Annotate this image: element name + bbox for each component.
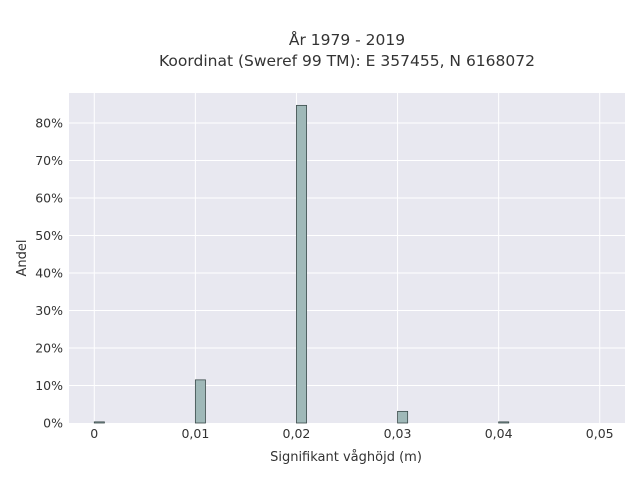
- y-tick-label: 0%: [43, 416, 63, 431]
- histogram-bars: [93, 104, 510, 424]
- x-tick-label: 0,05: [586, 426, 614, 441]
- plot-area: [69, 93, 625, 423]
- y-tick-label: 50%: [35, 228, 63, 243]
- histogram-bar: [194, 379, 206, 424]
- y-tick-label: 70%: [35, 153, 63, 168]
- histogram-bar: [397, 410, 409, 424]
- y-tick-label: 10%: [35, 378, 63, 393]
- x-tick-label: 0: [90, 426, 98, 441]
- y-axis-title: Andel: [15, 240, 30, 277]
- x-axis-ticks: 0 0,01 0,02 0,03 0,04 0,05: [90, 426, 613, 441]
- x-tick-label: 0,03: [384, 426, 412, 441]
- histogram-bar: [296, 104, 307, 424]
- y-tick-label: 20%: [35, 341, 63, 356]
- histogram-bar: [93, 421, 105, 424]
- x-tick-label: 0,02: [283, 426, 311, 441]
- y-tick-label: 30%: [35, 303, 63, 318]
- histogram-bar: [498, 421, 510, 424]
- x-tick-label: 0,01: [181, 426, 209, 441]
- x-tick-label: 0,04: [485, 426, 513, 441]
- chart-title-line-2: Koordinat (Sweref 99 TM): E 357455, N 61…: [159, 52, 535, 70]
- y-axis-ticks: 0% 10% 20% 30% 40% 50% 60% 70% 80%: [35, 116, 63, 431]
- x-axis-title: Signifikant våghöjd (m): [270, 450, 422, 465]
- y-tick-label: 40%: [35, 266, 63, 281]
- y-tick-label: 60%: [35, 191, 63, 206]
- y-tick-label: 80%: [35, 116, 63, 131]
- chart-title-line-1: År 1979 - 2019: [289, 30, 405, 49]
